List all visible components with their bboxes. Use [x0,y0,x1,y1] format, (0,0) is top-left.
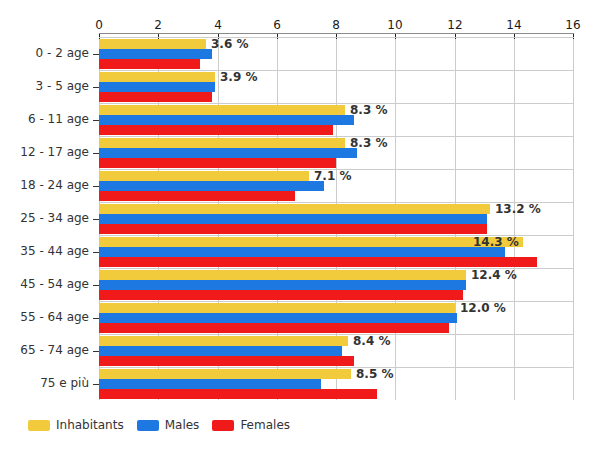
inhabitants-bar[interactable] [99,237,523,247]
value-label: 3.9 % [220,70,257,84]
inhabitants-bar[interactable] [99,369,351,379]
value-label: 13.2 % [495,202,541,216]
males-bar[interactable] [99,148,357,158]
x-axis-tick-label: 8 [332,18,340,32]
category-label: 12 - 17 age [0,145,89,159]
males-bar[interactable] [99,313,457,323]
category-label: 45 - 54 age [0,277,89,291]
x-axis-tick-label: 4 [214,18,222,32]
category-label: 25 - 34 age [0,211,89,225]
females-bar[interactable] [99,356,354,366]
females-bar[interactable] [99,191,295,201]
legend-item-males[interactable]: Males [137,418,200,432]
females-bar[interactable] [99,389,377,399]
inhabitants-bar[interactable] [99,303,455,313]
category-label: 55 - 64 age [0,310,89,324]
males-bar[interactable] [99,247,505,257]
category-label: 0 - 2 age [0,46,89,60]
males-bar[interactable] [99,280,466,290]
legend-label: Females [240,418,290,432]
x-gridline [514,34,515,400]
x-gridline [573,34,574,400]
females-bar[interactable] [99,158,336,168]
category-label: 6 - 11 age [0,112,89,126]
females-bar[interactable] [99,59,200,69]
x-axis-tick-label: 12 [447,18,462,32]
legend-label: Inhabitants [56,418,124,432]
males-bar[interactable] [99,181,324,191]
males-bar[interactable] [99,379,321,389]
value-label: 7.1 % [314,169,351,183]
x-axis-tick-label: 0 [95,18,103,32]
x-axis-tick-label: 6 [273,18,281,32]
x-axis-tick-label: 10 [387,18,402,32]
population-age-bar-chart: Inhabitants Males Females 0 2 4 6 8 10 12 14 16 0 -… [0,0,600,450]
inhabitants-bar[interactable] [99,105,345,115]
x-axis-tick-label: 16 [565,18,580,32]
x-axis-tick-label: 14 [506,18,521,32]
males-bar[interactable] [99,49,212,59]
inhabitants-bar[interactable] [99,270,466,280]
category-label: 3 - 5 age [0,79,89,93]
males-bar[interactable] [99,346,342,356]
value-label: 8.3 % [350,103,387,117]
value-label: 8.5 % [356,367,393,381]
males-bar[interactable] [99,214,487,224]
value-label: 12.0 % [460,301,506,315]
category-label: 35 - 44 age [0,244,89,258]
value-label: 3.6 % [211,37,248,51]
males-bar[interactable] [99,82,215,92]
females-bar[interactable] [99,224,487,234]
category-label: 75 e più [0,376,89,390]
legend-label: Males [165,418,200,432]
legend-swatch-icon [212,420,234,431]
inhabitants-bar[interactable] [99,171,309,181]
legend-item-females[interactable]: Females [212,418,290,432]
value-label: 8.3 % [350,136,387,150]
males-bar[interactable] [99,115,354,125]
value-label: 12.4 % [471,268,517,282]
value-label: 14.3 % [473,235,519,249]
females-bar[interactable] [99,323,449,333]
category-label: 65 - 74 age [0,343,89,357]
inhabitants-bar[interactable] [99,72,215,82]
x-axis-tick-label: 2 [154,18,162,32]
inhabitants-bar[interactable] [99,336,348,346]
females-bar[interactable] [99,92,212,102]
inhabitants-bar[interactable] [99,138,345,148]
females-bar[interactable] [99,290,463,300]
females-bar[interactable] [99,125,333,135]
inhabitants-bar[interactable] [99,39,206,49]
legend-item-inhabitants[interactable]: Inhabitants [28,418,124,432]
chart-legend: Inhabitants Males Females [28,418,303,432]
legend-swatch-icon [137,420,159,431]
category-label: 18 - 24 age [0,178,89,192]
inhabitants-bar[interactable] [99,204,490,214]
legend-swatch-icon [28,420,50,431]
females-bar[interactable] [99,257,537,267]
value-label: 8.4 % [353,334,390,348]
